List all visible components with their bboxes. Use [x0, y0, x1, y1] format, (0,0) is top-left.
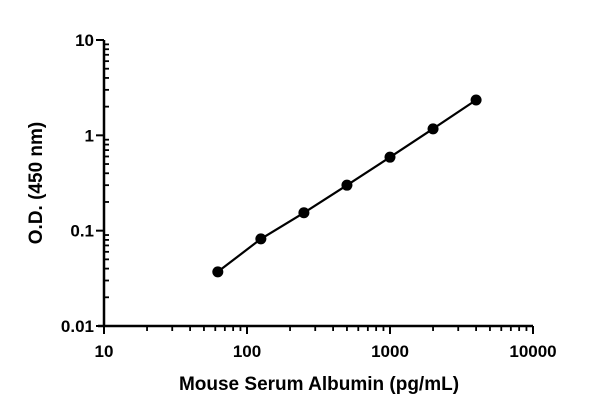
x-tick-label: 100: [233, 342, 261, 361]
x-tick-label: 1000: [371, 342, 409, 361]
data-points: [212, 94, 482, 278]
x-tick-label: 10: [95, 342, 114, 361]
data-point: [427, 123, 439, 135]
axes: [96, 39, 534, 334]
data-point: [470, 94, 482, 106]
data-point: [298, 207, 310, 219]
data-point: [255, 233, 267, 245]
y-axis-title: O.D. (450 nm): [26, 122, 47, 244]
data-point: [341, 179, 353, 191]
x-tick-labels: 10 100 1000 10000: [95, 342, 557, 361]
y-tick-label: 10: [75, 31, 94, 50]
x-axis-title: Mouse Serum Albumin (pg/mL): [179, 374, 459, 395]
y-tick-label: 0.01: [61, 317, 94, 336]
y-tick-labels: 0.01 0.1 1 10: [61, 31, 94, 336]
y-tick-label: 0.1: [70, 222, 94, 241]
x-tick-label: 10000: [509, 342, 556, 361]
data-point: [384, 151, 396, 163]
data-point: [212, 266, 224, 278]
y-tick-label: 1: [85, 126, 94, 145]
